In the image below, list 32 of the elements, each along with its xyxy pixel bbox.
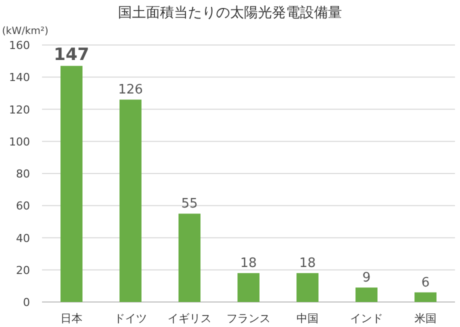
bar [120,100,142,302]
bar [414,292,436,302]
data-label: 55 [181,196,198,212]
data-label: 18 [299,256,316,272]
x-tick-label: 中国 [296,312,318,325]
data-label: 126 [118,82,143,98]
bar [356,288,378,302]
y-tick-label: 160 [9,39,30,52]
data-label: 147 [54,44,90,65]
y-tick-label: 0 [23,296,30,309]
y-axis-title: (kW/km²) [2,26,48,37]
x-tick-label: ドイツ [114,312,147,325]
data-label: 18 [240,256,257,272]
data-label: 9 [362,270,371,286]
x-tick-label: フランス [226,312,270,325]
bar [238,273,260,302]
y-tick-label: 100 [9,135,30,148]
y-tick-label: 60 [16,200,30,213]
y-tick-label: 20 [16,264,30,277]
x-tick-label: イギリス [168,312,212,325]
bar [178,214,200,302]
y-tick-label: 140 [9,71,30,84]
y-tick-label: 80 [16,168,30,180]
data-label: 6 [421,275,430,290]
x-tick-label: 日本 [60,312,82,325]
y-tick-label: 40 [16,232,30,245]
bar [296,273,318,302]
y-tick-label: 120 [9,103,30,116]
bar [60,66,82,302]
chart-title: 国土面積当たりの太陽光発電設備量 [118,5,342,21]
x-tick-label: 米国 [414,312,436,325]
x-tick-label: インド [350,312,383,325]
